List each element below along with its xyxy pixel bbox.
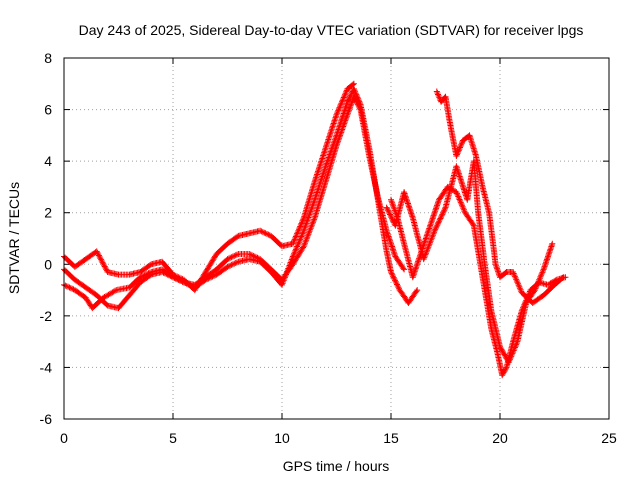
x-tick-label: 15 (383, 430, 399, 446)
grid-layer (64, 58, 609, 419)
chart-title: Day 243 of 2025, Sidereal Day-to-day VTE… (79, 22, 584, 38)
x-tick-label: 20 (492, 430, 508, 446)
y-tick-label: -4 (40, 359, 53, 375)
series-markers (61, 80, 357, 294)
series-track-c (61, 80, 357, 294)
series-track-a (61, 85, 421, 312)
y-tick-label: 4 (44, 153, 52, 169)
series-track-b (61, 93, 408, 312)
y-tick-label: -2 (40, 308, 53, 324)
series-markers (433, 88, 567, 306)
series-track-e (383, 158, 556, 366)
plot-frame (63, 57, 610, 420)
y-tick-label: 2 (44, 205, 52, 221)
y-tick-label: 8 (44, 50, 52, 66)
series-markers (383, 158, 556, 366)
y-tick-label: 6 (44, 102, 52, 118)
y-tick-label: 0 (44, 256, 52, 272)
series-track-f (433, 88, 567, 306)
x-tick-label: 5 (169, 430, 177, 446)
series-markers (61, 93, 408, 312)
x-tick-label: 0 (60, 430, 68, 446)
x-axis-label: GPS time / hours (283, 458, 390, 474)
series-layer (61, 80, 569, 379)
y-axis-label: SDTVAR / TECUs (6, 182, 22, 294)
x-tick-label: 25 (601, 430, 617, 446)
y-tick-label: -6 (40, 411, 53, 427)
series-markers (61, 85, 421, 312)
x-tick-label: 10 (274, 430, 290, 446)
